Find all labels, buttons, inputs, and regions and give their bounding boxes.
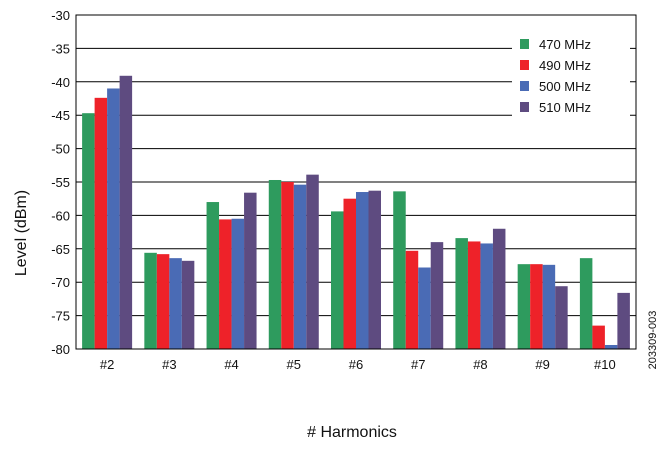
bar-h4-500mhz [231, 218, 245, 349]
bar-h7-490mhz [405, 250, 419, 349]
y-tick-label: -65 [51, 242, 70, 257]
bar-h4-470mhz [206, 202, 220, 349]
bar-h4-510mhz [244, 192, 257, 349]
bar-h10-510mhz [617, 292, 630, 349]
bar-h2-510mhz [119, 75, 133, 350]
legend-swatch [520, 39, 529, 49]
bars [82, 75, 630, 350]
y-tick-label: -55 [51, 175, 70, 190]
bar-h9-510mhz [555, 286, 568, 349]
bar-h10-500mhz [604, 344, 618, 349]
y-tick-label: -40 [51, 75, 70, 90]
bar-h3-500mhz [169, 258, 182, 349]
y-tick-labels: -30 -35 -40 -45 -50 -55 -60 -65 -70 -75 -80 [51, 8, 70, 357]
x-axis-label: # Harmonics [307, 424, 397, 441]
bar-h7-500mhz [418, 267, 431, 349]
legend-swatch [520, 81, 529, 91]
y-tick-label: -70 [51, 275, 70, 290]
bar-h8-490mhz [467, 241, 481, 349]
legend-label: 490 MHz [539, 58, 591, 73]
x-tick-label: #9 [535, 357, 549, 372]
bar-h6-470mhz [331, 211, 344, 349]
bar-h7-510mhz [430, 242, 444, 349]
bar-h8-510mhz [492, 228, 506, 349]
bar-h6-490mhz [343, 198, 356, 349]
y-tick-label: -35 [51, 41, 70, 56]
bar-h10-490mhz [592, 325, 605, 349]
x-tick-labels: #2 #3 #4 #5 #6 #7 #8 #9 #10 [100, 357, 616, 372]
y-axis-label: Level (dBm) [13, 190, 30, 276]
bar-h3-510mhz [181, 260, 195, 349]
bar-h8-500mhz [480, 243, 493, 349]
document-id-annotation: 203309-003 [647, 311, 657, 370]
y-tick-label: -75 [51, 309, 70, 324]
legend-label: 470 MHz [539, 37, 591, 52]
y-tick-label: -30 [51, 8, 70, 23]
legend-label: 500 MHz [539, 79, 591, 94]
y-tick-label: -50 [51, 142, 70, 157]
bar-h2-500mhz [107, 88, 120, 349]
x-tick-label: #8 [473, 357, 487, 372]
y-tick-label: -80 [51, 342, 70, 357]
legend-swatch [520, 102, 529, 112]
legend-swatch [520, 60, 529, 70]
bar-h7-470mhz [393, 191, 406, 349]
bar-h3-470mhz [144, 252, 157, 349]
bar-h2-470mhz [82, 113, 95, 349]
y-tick-label: -45 [51, 108, 70, 123]
x-tick-label: #2 [100, 357, 114, 372]
bar-h8-470mhz [455, 238, 468, 349]
bar-h6-500mhz [356, 192, 369, 349]
legend-background [512, 32, 630, 120]
bar-h2-490mhz [94, 97, 108, 349]
bar-h10-470mhz [579, 258, 593, 349]
x-tick-label: #5 [287, 357, 301, 372]
bar-h6-510mhz [368, 190, 381, 349]
bar-h5-500mhz [293, 184, 307, 349]
x-tick-label: #4 [224, 357, 238, 372]
y-tick-label: -60 [51, 208, 70, 223]
bar-h5-470mhz [268, 179, 282, 349]
x-tick-label: #10 [594, 357, 616, 372]
bar-h9-490mhz [530, 264, 543, 349]
plot-frame [75, 14, 637, 350]
bar-h5-510mhz [306, 174, 319, 349]
bar-h9-470mhz [517, 264, 531, 349]
bar-h5-490mhz [281, 182, 294, 349]
x-tick-label: #3 [162, 357, 176, 372]
legend-label: 510 MHz [539, 100, 591, 115]
legend: 470 MHz 490 MHz 500 MHz 510 MHz [520, 37, 591, 115]
x-tick-label: #6 [349, 357, 363, 372]
bar-h3-490mhz [156, 254, 170, 349]
bar-h4-490mhz [219, 219, 232, 349]
x-tick-label: #7 [411, 357, 425, 372]
bar-h9-500mhz [542, 264, 556, 349]
